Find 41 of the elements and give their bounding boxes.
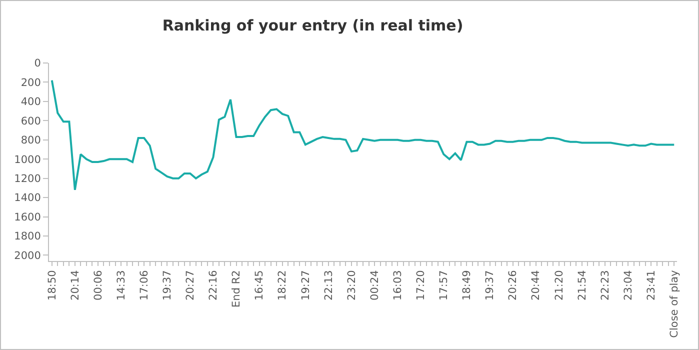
x-tick-label: 23:41 (645, 270, 658, 300)
x-tick-label: 14:33 (115, 270, 128, 300)
y-tick-label: 200 (20, 76, 41, 89)
y-tick-label: 1800 (14, 230, 41, 243)
x-tick-label: 22:16 (208, 270, 220, 300)
x-tick-label: 17:20 (415, 270, 428, 300)
x-tick-label: 21:54 (576, 270, 588, 300)
x-tick-label: 17:57 (438, 270, 450, 300)
x-tick-label: 19:27 (300, 270, 312, 300)
line-series (50, 79, 676, 191)
x-tick-label: 20:14 (69, 270, 82, 300)
y-tick-label: 400 (20, 96, 41, 108)
x-tick-label: 19:37 (162, 270, 174, 300)
x-tick-label: 20:44 (530, 270, 542, 300)
x-tick-label: 16:03 (392, 270, 404, 300)
x-tick-label: 22:23 (599, 270, 612, 300)
x-tick-label: 19:37 (484, 270, 496, 300)
y-tick-label: 2000 (14, 250, 41, 262)
x-tick-label: 18:22 (276, 270, 289, 300)
x-tick-label: 16:45 (254, 270, 266, 300)
x-tick-label: Close of play (668, 270, 681, 338)
x-tick-label: 20:26 (507, 270, 520, 300)
x-tick-label: 23:04 (622, 270, 634, 300)
x-tick-label: 17:06 (138, 270, 150, 300)
x-tick-label: 23:20 (346, 270, 358, 300)
chart-title: Ranking of your entry (in real time) (162, 16, 464, 35)
y-tick-label: 1600 (14, 211, 41, 224)
x-tick-label: 21:20 (553, 270, 566, 300)
x-tick-label: 00:24 (368, 270, 381, 300)
x-tick-label: End R2 (230, 270, 243, 308)
x-tick-label: 00:06 (92, 270, 104, 300)
y-tick-label: 0 (34, 58, 41, 70)
y-tick-label: 1000 (14, 154, 41, 166)
x-tick-label: 18:50 (46, 270, 58, 300)
y-tick-label: 600 (20, 115, 41, 128)
y-tick-label: 1400 (14, 192, 41, 204)
x-tick-label: 22:13 (322, 270, 335, 300)
y-tick-label: 800 (20, 134, 41, 147)
y-tick-label: 1200 (14, 173, 41, 186)
x-tick-label: 18:49 (461, 270, 474, 300)
x-tick-label: 20:27 (184, 270, 197, 300)
